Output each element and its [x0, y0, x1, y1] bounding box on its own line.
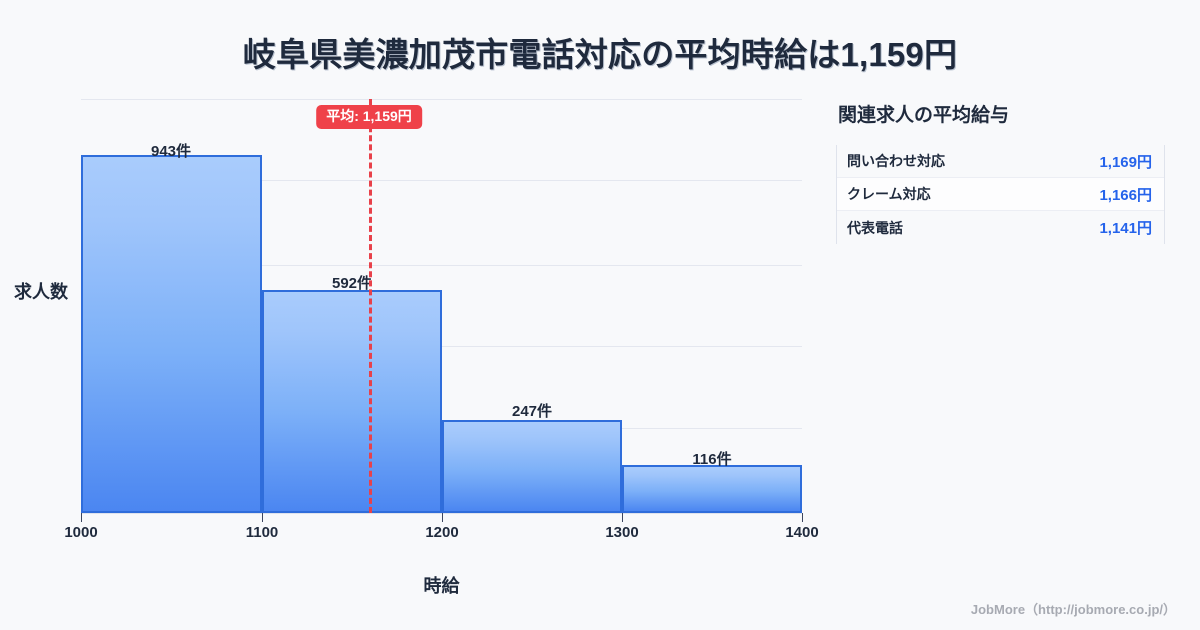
x-axis-tick [81, 513, 82, 522]
gridline [81, 99, 802, 100]
mean-badge: 平均: 1,159円 [316, 105, 422, 130]
bar-value-label: 592件 [331, 275, 373, 292]
table-row-label: クレーム対応 [847, 186, 931, 202]
bar[interactable] [81, 155, 262, 513]
bar[interactable] [442, 420, 622, 513]
related-salary-panel: 関連求人の平均給与 問い合わせ対応 1,169円 クレーム対応 1,166円 代… [836, 100, 1166, 244]
x-axis-tick [622, 513, 623, 522]
table-row[interactable]: 問い合わせ対応 1,169円 [837, 145, 1164, 178]
x-axis-tick [442, 513, 443, 522]
bar-value-label: 247件 [511, 403, 553, 420]
related-salary-title: 関連求人の平均給与 [838, 105, 1010, 126]
table-row[interactable]: 代表電話 1,141円 [837, 211, 1164, 244]
table-row-label: 代表電話 [847, 219, 903, 236]
bar-value-label: 943件 [150, 143, 192, 160]
x-axis-tick-label: 1100 [245, 524, 279, 541]
table-row[interactable]: クレーム対応 1,166円 [837, 178, 1164, 211]
bar[interactable] [262, 290, 442, 513]
related-salary-table: 問い合わせ対応 1,169円 クレーム対応 1,166円 代表電話 1,141円 [836, 145, 1165, 244]
plot-area [81, 99, 802, 514]
x-axis-tick [262, 513, 263, 522]
bar-value-label: 116件 [692, 451, 732, 468]
histogram-chart: 943件 592件 247件 116件 平均: 1,159円 1000 1100… [14, 99, 819, 596]
mean-line [369, 99, 372, 513]
x-axis-tick [802, 513, 803, 522]
x-axis-tick-label: 1000 [64, 524, 98, 541]
table-row-value: 1,169円 [1099, 153, 1152, 171]
x-axis-tick-label: 1400 [785, 524, 819, 541]
table-row-value: 1,141円 [1099, 220, 1152, 237]
y-axis-title: 求人数 [14, 282, 68, 302]
axis-baseline [81, 513, 802, 514]
table-row-value: 1,166円 [1099, 186, 1152, 204]
x-axis-title: 時給 [423, 576, 460, 596]
x-axis-tick-label: 1200 [425, 524, 459, 541]
bar[interactable] [622, 465, 802, 513]
gridline [81, 180, 802, 181]
gridline [81, 265, 802, 266]
page-title: 岐阜県美濃加茂市電話対応の平均時給は1,159円 [242, 36, 958, 73]
x-axis-tick-label: 1300 [605, 524, 639, 541]
footer-credit: JobMore（http://jobmore.co.jp/） [970, 602, 1176, 617]
table-row-label: 問い合わせ対応 [847, 153, 945, 169]
